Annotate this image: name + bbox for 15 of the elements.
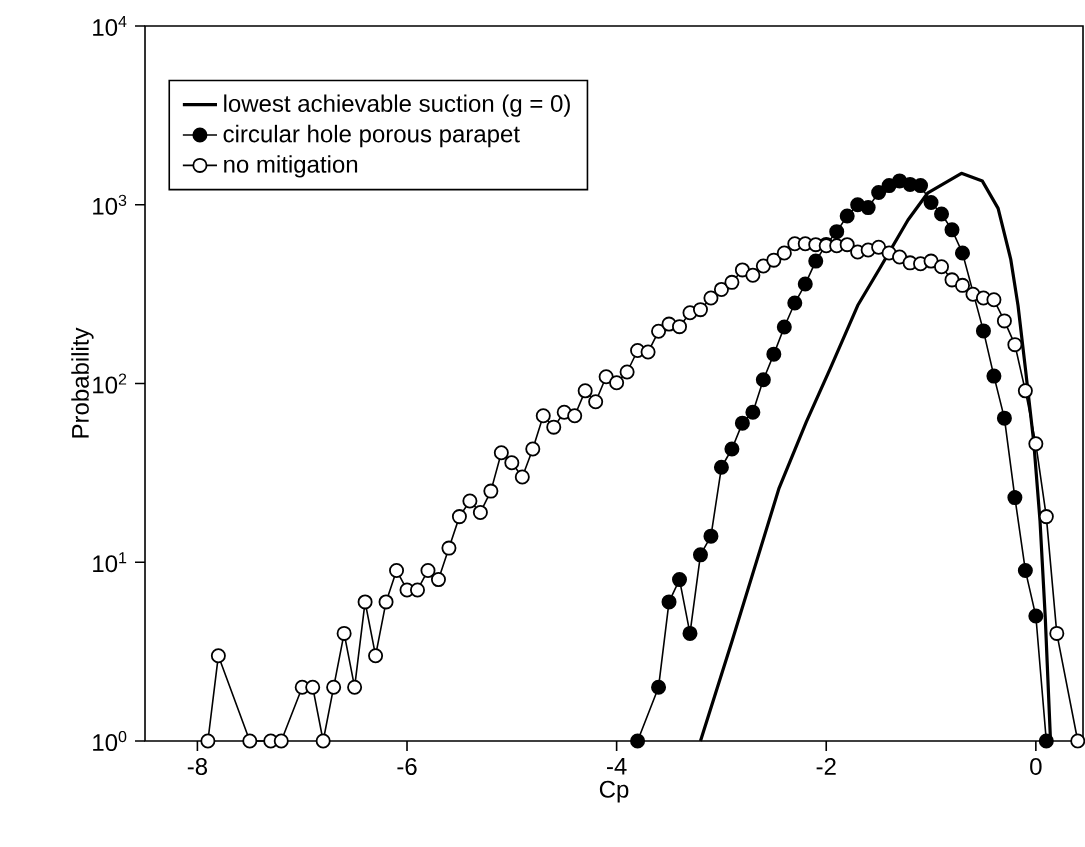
legend-label: circular hole porous parapet [223,124,520,148]
legend-label: no mitigation [224,155,358,178]
y-tick-label: 10$^{1}$ [93,552,127,573]
y-tick-label: 10$^{0}$ [93,730,127,752]
x-tick-label: 0 [1030,757,1042,775]
y-axis-title: Probability [71,327,94,438]
legend-label: lowest achievable suction (g = 0) [224,94,570,117]
x-axis-title: Cp [599,780,629,803]
x-tick-label: -6 [397,757,417,775]
y-tick-label: 10$^{4}$ [93,16,127,36]
y-tick-label: 10$^{3}$ [93,194,127,215]
x-tick-label: -2 [816,757,836,775]
x-tick-label: -4 [607,757,627,775]
y-tick-label: 10$^{2}$ [93,373,127,394]
x-tick-label: -8 [187,757,208,775]
